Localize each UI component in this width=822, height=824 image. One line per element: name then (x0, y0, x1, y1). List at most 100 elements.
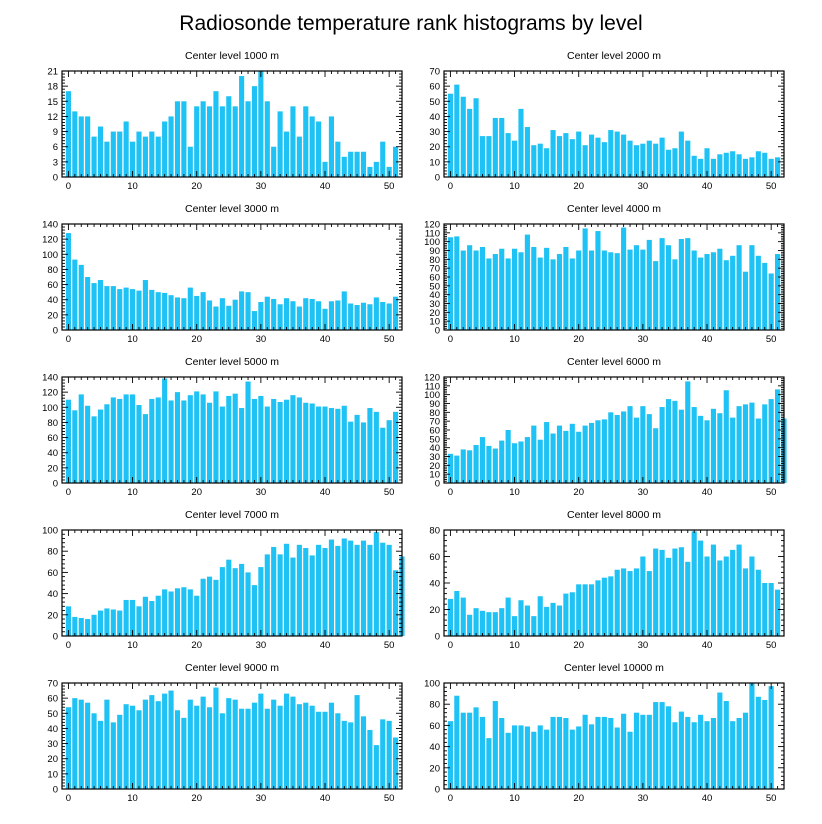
bar (258, 693, 264, 789)
bar (576, 584, 582, 636)
bar (505, 258, 511, 330)
bar (627, 140, 633, 177)
bar (104, 286, 110, 330)
y-tick-label: 60 (429, 552, 440, 563)
bar (155, 292, 161, 330)
bar (290, 557, 296, 636)
bar (309, 298, 315, 330)
bar (505, 133, 511, 177)
bar (206, 576, 213, 636)
x-tick-label: 40 (702, 334, 713, 345)
y-tick-label: 70 (47, 679, 58, 690)
bar (149, 131, 155, 177)
bar (226, 305, 232, 330)
bar (454, 455, 460, 483)
bar (698, 415, 704, 483)
x-tick-label: 0 (66, 487, 71, 498)
figure-title: Radiosonde temperature rank histograms b… (179, 12, 642, 35)
y-tick-label: 70 (429, 67, 440, 78)
plot-frame (61, 529, 403, 637)
bar (354, 151, 360, 177)
bar (341, 156, 347, 177)
bar (373, 532, 379, 636)
bar (72, 111, 78, 177)
bar (123, 704, 129, 789)
bar (749, 157, 755, 177)
bar (258, 395, 264, 483)
bar (633, 245, 640, 330)
bar (251, 86, 258, 177)
x-tick-label: 40 (320, 181, 331, 192)
bar (595, 420, 601, 483)
bar (775, 389, 781, 483)
y-tick-label: 20 (47, 310, 58, 321)
bar (296, 704, 302, 789)
bar (544, 729, 550, 789)
bar (149, 601, 155, 636)
bar (762, 262, 768, 330)
x-tick-label: 10 (127, 181, 138, 192)
bar (264, 708, 270, 789)
bar (659, 407, 665, 483)
bar (601, 577, 607, 636)
bar (492, 117, 498, 177)
y-tick-label: 90 (429, 399, 440, 410)
bar (749, 556, 755, 636)
bar (85, 702, 91, 789)
y-tick-label: 60 (429, 426, 440, 437)
bar (91, 136, 97, 177)
bar (499, 440, 505, 483)
bar (174, 710, 181, 789)
bar (775, 589, 781, 637)
bar (505, 597, 511, 636)
y-tick-label: 10 (47, 769, 58, 780)
bar (704, 148, 710, 177)
bar (678, 131, 684, 177)
y-tick-label: 40 (47, 448, 58, 459)
x-tick-label: 30 (638, 640, 649, 651)
bar (710, 544, 716, 636)
panel-title: Center level 5000 m (185, 356, 279, 368)
panel-title: Center level 3000 m (185, 203, 279, 215)
bar (768, 399, 774, 483)
bar (518, 725, 524, 789)
bar (136, 710, 142, 789)
bar (723, 556, 729, 636)
y-tick-label: 90 (429, 246, 440, 257)
bar (531, 616, 537, 637)
bar (576, 431, 582, 483)
bar (85, 116, 91, 177)
bar (386, 720, 392, 789)
panel-title: Center level 10000 m (564, 662, 664, 674)
x-tick-label: 0 (66, 181, 71, 192)
bar (627, 571, 633, 636)
y-tick-label: 20 (429, 605, 440, 616)
bar (736, 544, 742, 636)
bar (736, 154, 742, 177)
y-tick-label: 140 (42, 373, 58, 384)
bar (181, 298, 187, 330)
bar (653, 428, 659, 483)
bar (608, 130, 614, 177)
bar (486, 136, 492, 177)
bar (531, 731, 537, 789)
bar (582, 714, 588, 789)
bar (691, 531, 697, 636)
y-tick-label: 0 (53, 479, 58, 490)
bar (91, 416, 97, 483)
bar (665, 557, 672, 636)
y-tick-label: 30 (429, 452, 440, 463)
bar (239, 291, 245, 330)
bar (460, 597, 466, 636)
bar (341, 538, 347, 636)
bar (335, 408, 341, 483)
bar (665, 149, 672, 177)
bar (155, 397, 161, 483)
bar (348, 151, 354, 177)
bar (556, 605, 563, 636)
bar (672, 722, 678, 789)
plot-frame (61, 376, 403, 484)
x-tick-label: 30 (638, 181, 649, 192)
bar (479, 136, 486, 177)
bar (271, 546, 277, 636)
